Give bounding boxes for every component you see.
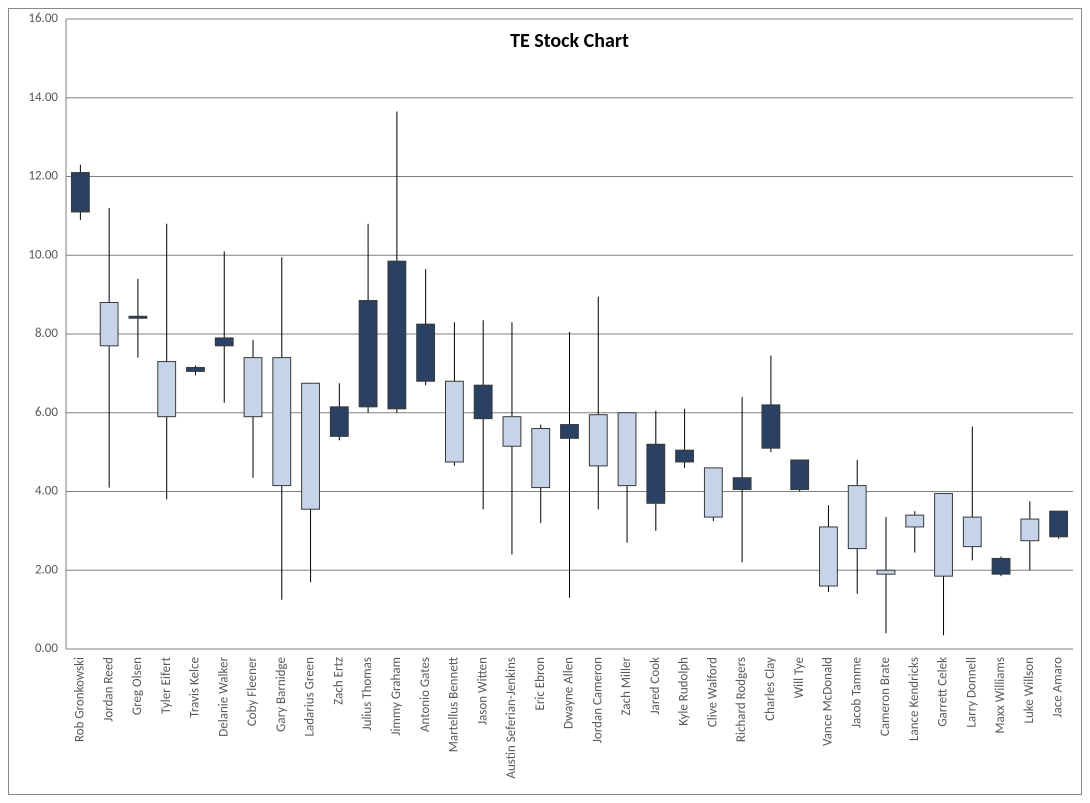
y-axis-label: 12.00 bbox=[28, 169, 58, 184]
candle bbox=[704, 468, 722, 521]
candle bbox=[474, 320, 492, 509]
candle bbox=[647, 411, 665, 531]
candle bbox=[589, 297, 607, 510]
x-axis-label: Gary Barnidge bbox=[274, 657, 289, 732]
candle bbox=[129, 279, 147, 358]
y-axis-label: 16.00 bbox=[28, 11, 58, 26]
x-axis-label: Richard Rodgers bbox=[734, 657, 749, 742]
candle bbox=[762, 356, 780, 452]
x-axis-label: Maxx Williams bbox=[993, 657, 1008, 734]
x-axis-label: Jacob Tamme bbox=[849, 657, 864, 728]
x-axis-label: Clive Walford bbox=[705, 657, 720, 727]
x-axis-label: Jimmy Graham bbox=[389, 657, 404, 736]
x-axis-label: Lance Kendricks bbox=[907, 657, 922, 741]
candle bbox=[302, 383, 320, 582]
x-axis-label: Jared Cook bbox=[648, 657, 663, 715]
y-axis-label: 0.00 bbox=[35, 641, 58, 656]
x-axis-label: Tyler Eifert bbox=[159, 656, 174, 714]
candle bbox=[935, 493, 953, 635]
candle bbox=[158, 224, 176, 500]
candle bbox=[676, 409, 694, 468]
y-axis-label: 2.00 bbox=[35, 562, 58, 577]
x-axis-label: Jordan Cameron bbox=[590, 657, 605, 743]
candle bbox=[330, 383, 348, 440]
y-axis-label: 10.00 bbox=[28, 247, 58, 262]
x-axis-label: Delanie Walker bbox=[216, 657, 231, 737]
stock-chart: 0.00 2.00 4.00 6.00 8.00 10.00 12.00 14.00 16.00… bbox=[9, 9, 1081, 794]
candle bbox=[1050, 511, 1068, 539]
x-axis-label: Zach Miller bbox=[619, 657, 634, 716]
x-axis-label: Jordan Reed bbox=[101, 657, 116, 722]
x-axis-label: Greg Olsen bbox=[130, 657, 145, 715]
candle bbox=[906, 511, 924, 552]
candle bbox=[618, 413, 636, 543]
x-axis-label: Julius Thomas bbox=[360, 657, 375, 731]
x-axis-label: Coby Fleener bbox=[245, 657, 260, 727]
y-axis-label: 14.00 bbox=[28, 90, 58, 105]
chart-container: 0.00 2.00 4.00 6.00 8.00 10.00 12.00 14.00 16.00… bbox=[0, 0, 1090, 803]
candle bbox=[820, 505, 838, 592]
x-axis-label: Luke Willson bbox=[1022, 657, 1037, 724]
y-axis-label: 4.00 bbox=[35, 484, 58, 499]
candle bbox=[244, 340, 262, 478]
candle bbox=[503, 322, 521, 554]
x-axis-label: Charles Clay bbox=[763, 657, 778, 721]
x-axis-label: Zach Ertz bbox=[331, 657, 346, 705]
x-axis-label: Vance McDonald bbox=[821, 657, 836, 746]
x-axis-label: Eric Ebron bbox=[533, 657, 548, 711]
candle bbox=[877, 517, 895, 633]
x-axis-label: Kyle Rudolph bbox=[677, 657, 692, 726]
x-axis-label: Garrett Celek bbox=[936, 657, 951, 727]
candle bbox=[848, 460, 866, 594]
candle bbox=[963, 427, 981, 561]
candle bbox=[733, 397, 751, 562]
candle bbox=[273, 257, 291, 600]
x-axis-label: Austin Seferian-Jenkins bbox=[504, 657, 519, 779]
candle bbox=[445, 322, 463, 466]
x-axis-label: Cameron Brate bbox=[878, 657, 893, 736]
candle bbox=[215, 251, 233, 403]
candle bbox=[992, 556, 1010, 576]
x-axis-label: Larry Donnell bbox=[964, 657, 979, 728]
candle bbox=[791, 460, 809, 492]
x-axis-label: Ladarius Green bbox=[303, 657, 318, 737]
candle bbox=[561, 332, 579, 598]
candle bbox=[532, 425, 550, 523]
candle bbox=[388, 112, 406, 413]
x-axis-label: Martellus Bennett bbox=[447, 656, 462, 752]
x-axis-label: Jason Witten bbox=[475, 657, 490, 725]
y-axis-label: 8.00 bbox=[35, 326, 58, 341]
candle bbox=[100, 208, 118, 488]
y-axis-label: 6.00 bbox=[35, 405, 58, 420]
candle bbox=[1021, 501, 1039, 570]
x-axis-label: Dwayne Allen bbox=[562, 657, 577, 729]
candle bbox=[71, 165, 89, 220]
x-axis-label: Jace Amaro bbox=[1051, 657, 1066, 718]
chart-border: 0.00 2.00 4.00 6.00 8.00 10.00 12.00 14.00 16.00… bbox=[8, 8, 1082, 795]
x-axis-label: Travis Kelce bbox=[188, 657, 203, 718]
candle bbox=[359, 224, 377, 413]
x-axis-label: Antonio Gates bbox=[418, 657, 433, 732]
x-axis-label: Will Tye bbox=[792, 657, 807, 698]
candle bbox=[187, 366, 205, 376]
chart-title: TE Stock Chart bbox=[510, 29, 629, 53]
candle bbox=[417, 269, 435, 385]
x-axis-label: Rob Gronkowski bbox=[72, 657, 87, 742]
